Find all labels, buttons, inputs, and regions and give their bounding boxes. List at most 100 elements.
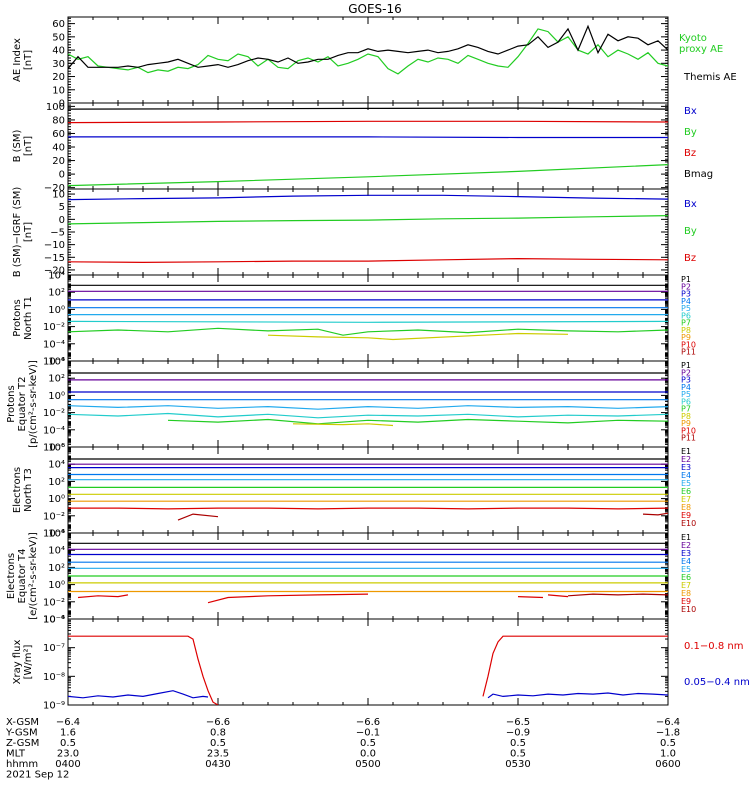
footer-row-label: MLT	[6, 749, 26, 760]
footer-value: 0.0	[360, 749, 376, 760]
y-tick-label: 10²	[48, 374, 65, 385]
footer-value: −6.4	[56, 717, 80, 728]
y-tick-label: 20	[52, 156, 65, 167]
y-tick-label: 10⁴	[48, 460, 65, 471]
y-tick-label: 10⁶	[48, 443, 65, 454]
series-line	[292, 423, 394, 427]
y-tick-label: 10⁴	[48, 357, 65, 368]
legend-entry: P9	[681, 333, 691, 342]
footer-value: −6.6	[206, 717, 230, 728]
y-tick-label: 0	[59, 99, 65, 110]
legend-entry: E7	[681, 495, 691, 504]
legend-entry: P6	[681, 397, 691, 406]
legend-entry: P4	[681, 383, 691, 392]
legend-entry: P1	[681, 361, 691, 370]
y-tick-label: 10²	[48, 288, 65, 299]
panel-frame	[67, 274, 669, 362]
y-tick-label: 50	[52, 32, 65, 43]
footer-value: 0530	[505, 759, 530, 770]
y-axis-label: ProtonsNorth T1	[12, 296, 34, 340]
footer-row-label: X-GSM	[6, 717, 39, 728]
y-tick-label: 100	[46, 102, 65, 113]
legend-entry: E8	[681, 589, 691, 598]
series-line	[68, 107, 668, 110]
series-line	[68, 412, 668, 419]
legend-entry: P8	[681, 326, 691, 335]
legend-entry: E1	[681, 533, 691, 542]
y-tick-label: 10⁻⁴	[43, 529, 65, 540]
series-line	[68, 690, 209, 699]
legend-entry: E10	[681, 519, 696, 528]
legend-entry: P3	[681, 376, 691, 385]
footer-value: 0.5	[360, 738, 376, 749]
footer-row-label: hhmm	[6, 759, 38, 770]
y-tick-label: −15	[44, 253, 65, 264]
legend-entry: E6	[681, 487, 691, 496]
y-tick-label: −20	[44, 265, 65, 276]
footer-value: 1.6	[60, 728, 76, 739]
footer-value: 0500	[355, 759, 380, 770]
y-tick-label: −5	[50, 228, 65, 239]
panel-frame	[67, 446, 669, 534]
series-line	[482, 635, 668, 697]
footer-row-label: Z-GSM	[6, 738, 39, 749]
y-axis-label: ProtonsEquator T2[p/(cm²-s-sr-keV)]	[6, 360, 39, 448]
y-tick-label: 10	[52, 190, 65, 201]
y-tick-label: 10⁻⁸	[43, 672, 65, 683]
y-tick-label: 10⁻²	[43, 408, 65, 419]
series-line	[167, 418, 668, 425]
y-tick-label: 10⁻⁶	[43, 443, 65, 454]
y-axis-label: B (SM)[nT]	[12, 129, 34, 162]
legend-entry: Bz	[684, 253, 696, 264]
footer-value: 0.5	[510, 749, 526, 760]
footer-value: 23.0	[57, 749, 79, 760]
panel-frame	[67, 16, 669, 104]
series-line	[68, 120, 668, 124]
legend-entry: Kyoto proxy AE	[679, 33, 723, 55]
panel-bigrf: −20−15 −10−5 0 510 B (SM)−IGRF (SM)[nT] Bx By B…	[12, 187, 697, 278]
legend-entry: Themis AE	[683, 72, 737, 83]
series-line	[267, 332, 569, 341]
footer-value: 1.0	[660, 749, 676, 760]
y-tick-label: 10⁰	[48, 391, 65, 402]
panel-ae: 0 10 20 30 40 50 60 AE Index[nT] Kyoto proxy AE Th…	[12, 16, 737, 110]
legend-entry: P9	[681, 419, 691, 428]
y-tick-label: −10	[44, 240, 65, 251]
y-tick-label: 10⁰	[48, 580, 65, 591]
legend-entry: Bmag	[684, 169, 713, 180]
legend-entry: P4	[681, 297, 691, 306]
legend-entry: P2	[681, 368, 691, 377]
y-tick-label: 10⁴	[48, 546, 65, 557]
series-line	[68, 320, 668, 323]
legend-entry: P7	[681, 405, 691, 414]
series-line	[68, 405, 668, 410]
series-line	[68, 194, 668, 201]
footer-value: 0.5	[60, 738, 76, 749]
legend-entry: P5	[681, 390, 691, 399]
series-line	[207, 593, 369, 604]
y-tick-label: 10⁻⁷	[43, 643, 65, 654]
y-tick-label: 10⁻²	[43, 322, 65, 333]
footer-value: −0.9	[506, 728, 530, 739]
y-axis-label: B (SM)−IGRF (SM)[nT]	[12, 187, 34, 278]
series-line	[68, 327, 668, 336]
y-tick-label: 10⁴	[48, 271, 65, 282]
footer-value: 23.5	[207, 749, 229, 760]
legend-entry: E7	[681, 581, 691, 590]
series-line	[517, 596, 544, 599]
y-tick-label: 10	[52, 85, 65, 96]
series-line	[68, 136, 668, 139]
legend-entry: By	[684, 226, 697, 237]
footer-value: −6.4	[656, 717, 680, 728]
series-line	[68, 215, 668, 225]
legend-entry: E4	[681, 557, 691, 566]
footer-row-label: Y-GSM	[5, 728, 38, 739]
legend-entry: E8	[681, 503, 691, 512]
series-line	[547, 594, 569, 598]
y-tick-label: 10⁻⁴	[43, 425, 65, 436]
y-tick-label: 5	[59, 202, 65, 213]
y-tick-label: 80	[52, 115, 65, 126]
